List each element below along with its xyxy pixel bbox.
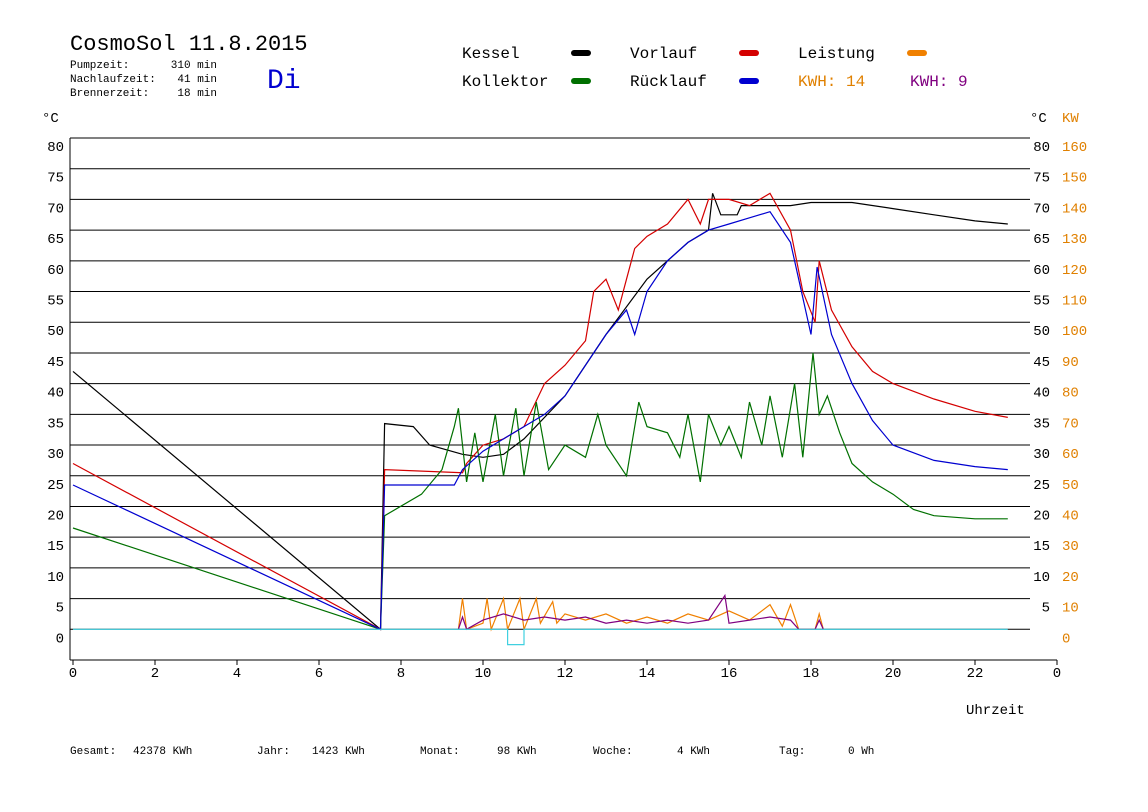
y-tick-label: 75 bbox=[47, 171, 64, 187]
x-tick-label: 4 bbox=[233, 666, 241, 682]
footer-value: 42378 KWh bbox=[133, 746, 192, 758]
y2-tick-label: 90 bbox=[1062, 355, 1079, 371]
y-tick-label-right: 20 bbox=[1033, 508, 1050, 524]
y-tick-label: 80 bbox=[47, 140, 64, 156]
y-tick-label-right: 35 bbox=[1033, 416, 1050, 432]
series-line bbox=[457, 593, 824, 631]
info-value: 310 min bbox=[171, 60, 217, 72]
y-tick-label-right: 55 bbox=[1033, 294, 1050, 310]
info-label: Nachlaufzeit: bbox=[70, 74, 156, 86]
y2-tick-label: 40 bbox=[1062, 508, 1079, 524]
y-tick-label-right: 65 bbox=[1033, 232, 1050, 248]
info-label: Brennerzeit: bbox=[70, 88, 149, 100]
x-tick-label: 0 bbox=[1053, 666, 1061, 682]
y2-tick-label: 50 bbox=[1062, 478, 1079, 494]
y-tick-label: 40 bbox=[47, 386, 64, 402]
legend-label: Kessel bbox=[462, 45, 520, 63]
y2-tick-label: 150 bbox=[1062, 171, 1087, 187]
x-tick-label: 10 bbox=[475, 666, 492, 682]
series-line bbox=[72, 210, 1008, 631]
chart-title: CosmoSol 11.8.2015 bbox=[70, 32, 308, 57]
y-tick-label-right: 70 bbox=[1033, 201, 1050, 217]
y-tick-label: 10 bbox=[47, 570, 64, 586]
x-tick-label: 14 bbox=[639, 666, 656, 682]
legend-label: Vorlauf bbox=[630, 45, 697, 63]
info-label: Pumpzeit: bbox=[70, 60, 129, 72]
x-axis-label: Uhrzeit bbox=[966, 703, 1025, 719]
y2-tick-label: 140 bbox=[1062, 201, 1087, 217]
y-tick-label-right: 60 bbox=[1033, 263, 1050, 279]
y-tick-label: 70 bbox=[47, 201, 64, 217]
series-line bbox=[72, 352, 1008, 631]
y-tick-label: 15 bbox=[47, 539, 64, 555]
y2-axis-label: KW bbox=[1062, 111, 1079, 127]
y-tick-label: 5 bbox=[56, 601, 64, 617]
y-axis-label-right: °C bbox=[1030, 111, 1047, 127]
y2-tick-label: 10 bbox=[1062, 601, 1079, 617]
y-tick-label-right: 30 bbox=[1033, 447, 1050, 463]
series-line bbox=[72, 192, 1008, 631]
y-tick-label-right: 15 bbox=[1033, 539, 1050, 555]
y2-tick-label: 130 bbox=[1062, 232, 1087, 248]
legend-label: Leistung bbox=[798, 45, 875, 63]
y-tick-label: 0 bbox=[56, 631, 64, 647]
y-tick-label: 55 bbox=[47, 294, 64, 310]
footer-label: Gesamt: bbox=[70, 746, 116, 758]
y-tick-label: 30 bbox=[47, 447, 64, 463]
info-value: 18 min bbox=[177, 88, 217, 100]
y-tick-label: 35 bbox=[47, 416, 64, 432]
footer-value: 4 KWh bbox=[677, 746, 710, 758]
x-tick-label: 2 bbox=[151, 666, 159, 682]
y-tick-label-right: 10 bbox=[1033, 570, 1050, 586]
y-tick-label-right: 50 bbox=[1033, 324, 1050, 340]
y2-tick-label: 20 bbox=[1062, 570, 1079, 586]
legend-label: Kollektor bbox=[462, 73, 548, 91]
y2-tick-label: 0 bbox=[1062, 631, 1070, 647]
y-tick-label-right: 75 bbox=[1033, 171, 1050, 187]
y-tick-label-right: 80 bbox=[1033, 140, 1050, 156]
y-tick-label: 25 bbox=[47, 478, 64, 494]
y-tick-label: 65 bbox=[47, 232, 64, 248]
y-tick-label-right: 5 bbox=[1042, 601, 1050, 617]
y-tick-label: 45 bbox=[47, 355, 64, 371]
footer-label: Monat: bbox=[420, 746, 460, 758]
y2-tick-label: 120 bbox=[1062, 263, 1087, 279]
x-tick-label: 18 bbox=[803, 666, 820, 682]
y2-tick-label: 100 bbox=[1062, 324, 1087, 340]
y-tick-label-right: 40 bbox=[1033, 386, 1050, 402]
y-tick-label: 60 bbox=[47, 263, 64, 279]
y-tick-label-right: 45 bbox=[1033, 355, 1050, 371]
x-tick-label: 0 bbox=[69, 666, 77, 682]
y-tick-label: 50 bbox=[47, 324, 64, 340]
kwh-label: KWH: 14 bbox=[798, 73, 865, 91]
y-tick-label: 20 bbox=[47, 508, 64, 524]
x-tick-label: 22 bbox=[967, 666, 984, 682]
footer-label: Jahr: bbox=[257, 746, 290, 758]
series-line bbox=[73, 628, 1008, 646]
x-tick-label: 8 bbox=[397, 666, 405, 682]
footer-label: Woche: bbox=[593, 746, 633, 758]
y2-tick-label: 60 bbox=[1062, 447, 1079, 463]
kwh-label: KWH: 9 bbox=[910, 73, 968, 91]
footer-value: 0 Wh bbox=[848, 746, 874, 758]
footer-label: Tag: bbox=[779, 746, 805, 758]
y2-tick-label: 30 bbox=[1062, 539, 1079, 555]
info-value: 41 min bbox=[177, 74, 217, 86]
footer-value: 98 KWh bbox=[497, 746, 537, 758]
x-tick-label: 16 bbox=[721, 666, 738, 682]
x-tick-label: 6 bbox=[315, 666, 323, 682]
x-tick-label: 20 bbox=[885, 666, 902, 682]
footer-value: 1423 KWh bbox=[312, 746, 365, 758]
y2-tick-label: 160 bbox=[1062, 140, 1087, 156]
x-tick-label: 12 bbox=[557, 666, 574, 682]
y2-tick-label: 70 bbox=[1062, 416, 1079, 432]
y-axis-label: °C bbox=[42, 111, 59, 127]
y-tick-label-right: 25 bbox=[1033, 478, 1050, 494]
weekday: Di bbox=[267, 66, 301, 97]
y2-tick-label: 110 bbox=[1062, 294, 1087, 310]
y2-tick-label: 80 bbox=[1062, 386, 1079, 402]
legend-label: Rücklauf bbox=[630, 73, 707, 91]
